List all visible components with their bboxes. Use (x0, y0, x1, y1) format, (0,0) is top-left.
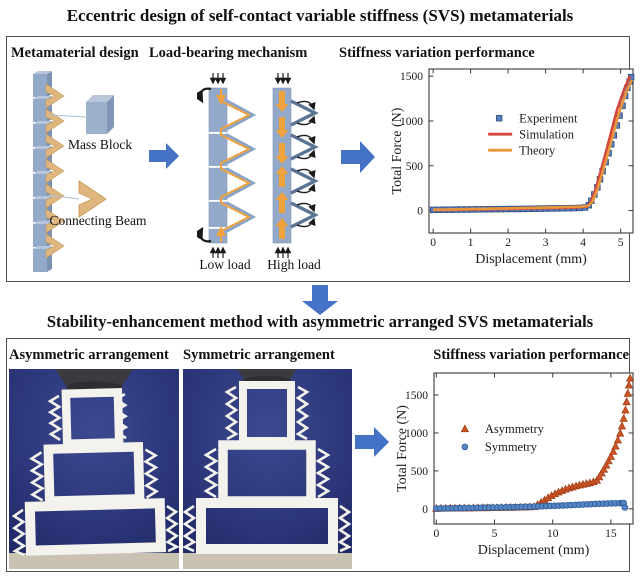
mechanism-panel-header: Load-bearing mechanism (149, 45, 308, 61)
metamaterial-design-scene (33, 71, 114, 272)
right-arrow-icon (149, 143, 179, 169)
tilt-arrow-bottom (197, 226, 212, 243)
high-load-column (272, 73, 319, 258)
svg-text:Displacement (mm): Displacement (mm) (475, 252, 587, 267)
right-arrow-icon (341, 141, 375, 173)
load-bearing-mechanism-scene (197, 73, 319, 258)
tilt-arrow-top (197, 87, 212, 104)
tiered-structure (11, 387, 179, 557)
svg-text:Total Force (N): Total Force (N) (390, 107, 405, 194)
svg-text:1000: 1000 (400, 116, 423, 128)
svg-text:5: 5 (492, 528, 498, 540)
rotation-arrows (296, 100, 316, 228)
mass-block-icon (86, 95, 114, 134)
stiffness-chart-top: 0 1 2 3 4 5 0 500 1000 1500 Displacement (mm) Total… (390, 68, 635, 267)
stiffness-chart-bottom: 0 5 10 15 0 500 1000 1500 Displacement (mm) Total… (395, 372, 635, 558)
svg-text:1500: 1500 (405, 390, 428, 402)
right-arrow-icon (355, 427, 389, 457)
svg-text:Experiment: Experiment (519, 111, 578, 125)
symmetric-arrangement-header: Symmetric arrangement (183, 347, 335, 363)
svg-text:Total Force (N): Total Force (N) (395, 405, 410, 492)
svg-text:Simulation: Simulation (519, 127, 575, 141)
svg-text:Asymmetry: Asymmetry (485, 422, 545, 436)
asymmetric-arrangement-header: Asymmetric arrangement (9, 347, 169, 363)
svg-text:1500: 1500 (400, 71, 423, 83)
bottom-section-title: Stability-enhancement method with asymme… (46, 312, 594, 331)
svg-text:1000: 1000 (405, 428, 428, 440)
svg-text:Theory: Theory (519, 143, 556, 157)
svg-text:5: 5 (618, 237, 624, 249)
svg-text:15: 15 (605, 528, 617, 540)
performance-panel-header: Stiffness variation performance (339, 45, 535, 61)
tier-frame (196, 498, 338, 554)
design-panel-header: Metamaterial design (11, 45, 139, 61)
tiered-structure (183, 381, 352, 554)
tier-frame (61, 387, 124, 449)
svg-text:0: 0 (417, 206, 423, 218)
connecting-beam-icon (78, 180, 107, 218)
svg-text:10: 10 (547, 528, 559, 540)
mass-block-callout-line (48, 114, 87, 118)
svg-text:Displacement (mm): Displacement (mm) (478, 543, 590, 558)
svg-text:1: 1 (468, 237, 474, 249)
svg-text:2: 2 (505, 237, 511, 249)
load-path-zigzag (220, 89, 250, 242)
low-load-label: Low load (199, 257, 251, 272)
tier-frame (24, 498, 167, 556)
svg-text:4: 4 (580, 237, 586, 249)
top-section-title: Eccentric design of self-contact variabl… (66, 6, 574, 25)
down-arrow-icon (302, 285, 338, 315)
table-surface (183, 553, 352, 569)
spring-teeth (183, 385, 352, 553)
bottom-panel: Asymmetric arrangement Symmetric arrange… (6, 338, 635, 572)
connecting-beam-callout-line (48, 194, 80, 200)
top-panel: Metamaterial design Load-bearing mechani… (6, 36, 635, 282)
svg-text:3: 3 (543, 237, 549, 249)
svg-text:0: 0 (433, 528, 439, 540)
low-load-column (197, 73, 257, 258)
symmetric-photo (183, 369, 352, 569)
svg-text:500: 500 (406, 161, 424, 173)
table-surface (9, 553, 179, 569)
high-load-label: High load (267, 257, 321, 272)
performance-panel-header: Stiffness variation performance (433, 347, 629, 363)
svg-text:500: 500 (411, 466, 429, 478)
mass-block-label: Mass Block (67, 137, 133, 152)
spring-teeth (11, 393, 179, 557)
svg-text:Symmetry: Symmetry (485, 440, 538, 454)
svg-text:0: 0 (422, 504, 428, 516)
asymmetric-photo (9, 369, 179, 569)
connecting-beam-label: Connecting Beam (49, 213, 147, 228)
svg-text:0: 0 (430, 237, 436, 249)
